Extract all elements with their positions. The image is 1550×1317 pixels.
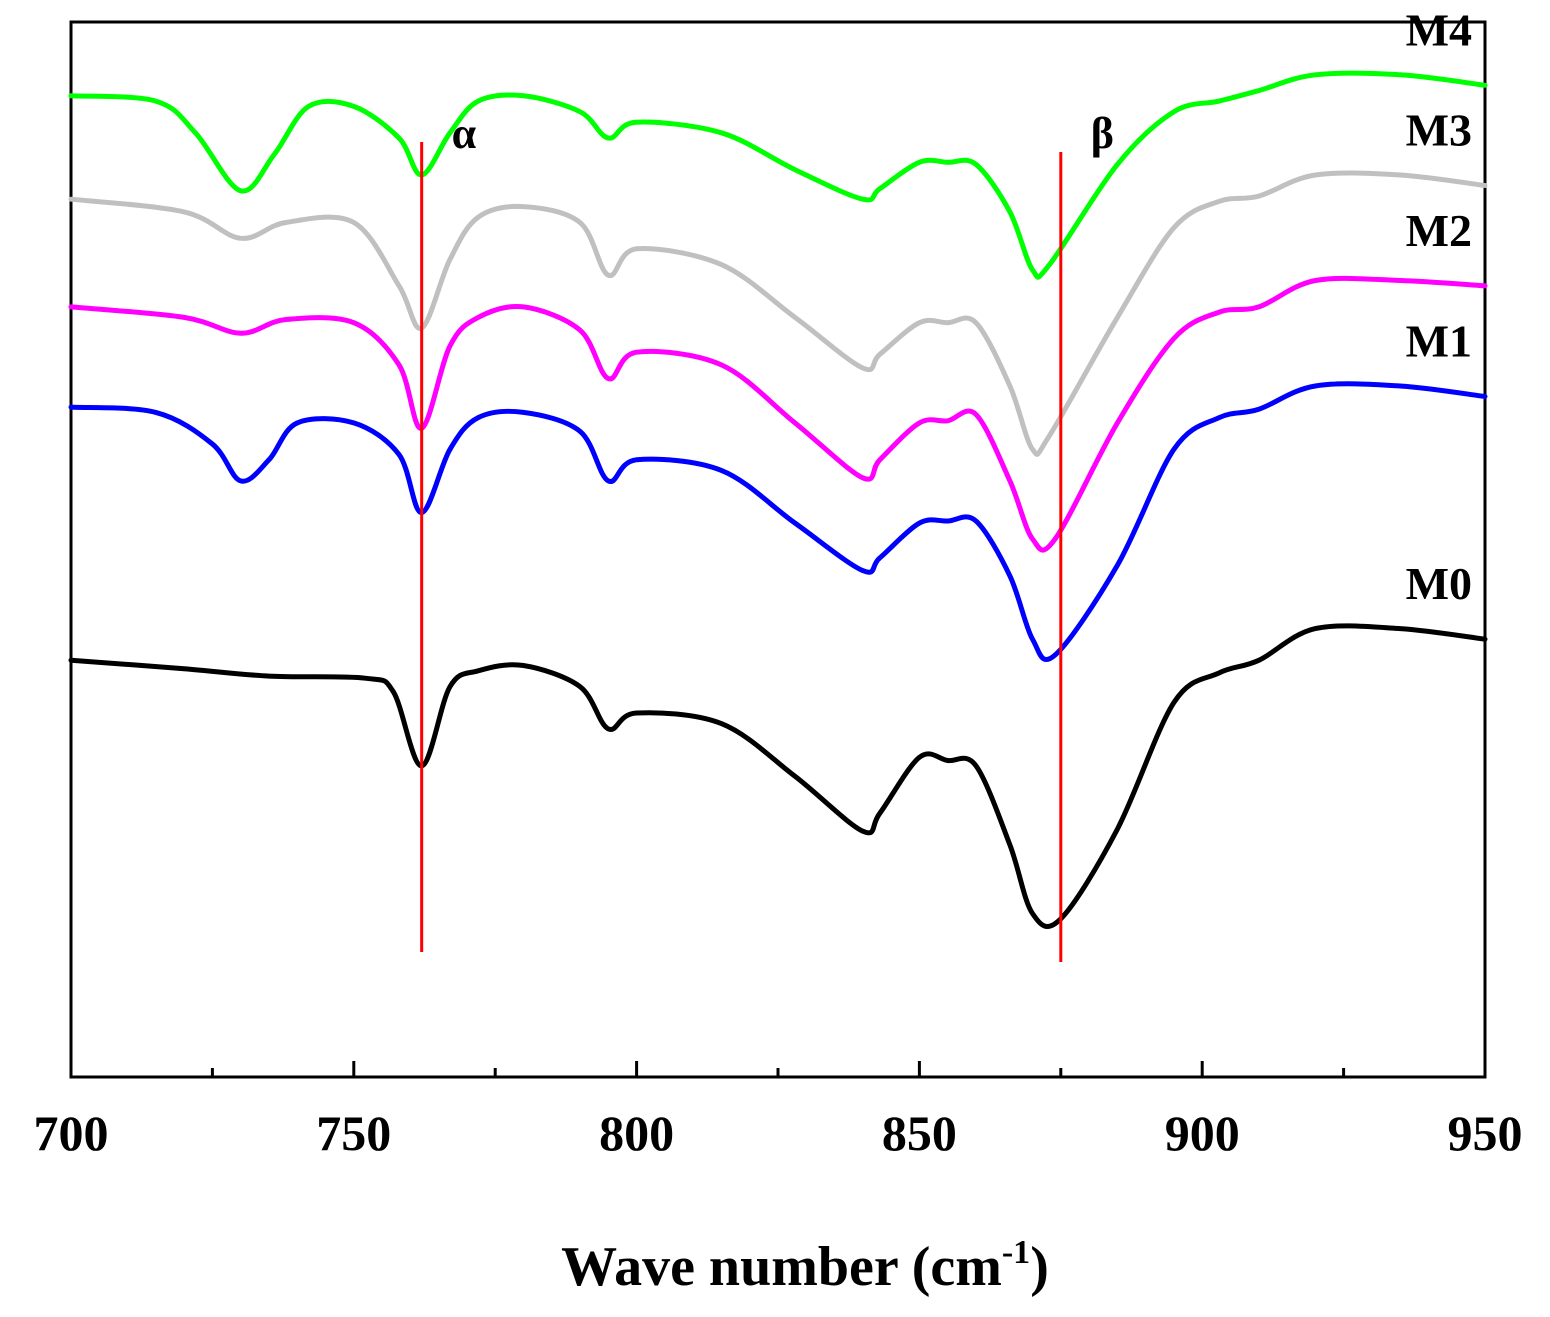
marker-label-beta: β: [1091, 109, 1114, 158]
series-lines: [68, 70, 1488, 929]
x-tick-label-900: 900: [1165, 1105, 1240, 1161]
series-line-m3: [68, 170, 1488, 457]
series-line-m4: [68, 70, 1488, 280]
x-axis-ticks: [69, 1061, 1487, 1077]
x-tick-label-950: 950: [1448, 1105, 1523, 1161]
x-tick-label-850: 850: [882, 1105, 957, 1161]
series-label-m0: M0: [1406, 558, 1472, 609]
plot-frame: [69, 20, 1487, 1079]
series-line-m0: [68, 623, 1488, 929]
series-label-m3: M3: [1406, 105, 1472, 156]
series-line-m2: [68, 275, 1488, 553]
series-label-m4: M4: [1406, 4, 1472, 55]
x-axis-tick-labels: 700 750 800 850 900 950: [34, 1105, 1523, 1161]
x-axis-title: Wave number (cm-1): [561, 1234, 1049, 1298]
series-label-m1: M1: [1406, 316, 1472, 367]
marker-label-alpha: α: [452, 109, 477, 158]
x-tick-label-750: 750: [316, 1105, 391, 1161]
series-line-m1: [68, 381, 1488, 663]
x-tick-label-800: 800: [599, 1105, 674, 1161]
series-label-m2: M2: [1406, 205, 1472, 256]
series-labels: M0 M1 M2 M3 M4: [1406, 4, 1472, 609]
x-tick-label-700: 700: [34, 1105, 109, 1161]
